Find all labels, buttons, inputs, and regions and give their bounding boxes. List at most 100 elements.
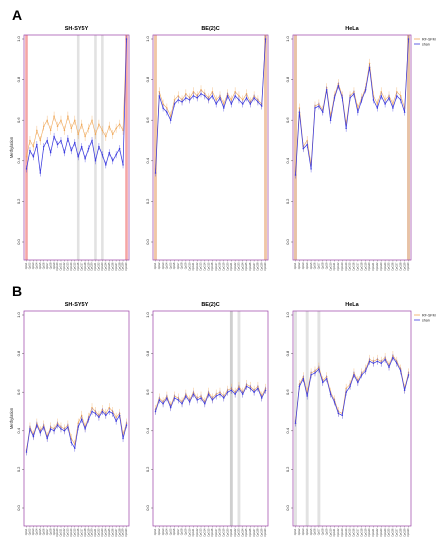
data-point bbox=[407, 374, 410, 376]
data-point bbox=[177, 99, 180, 101]
data-point bbox=[25, 168, 28, 170]
data-point bbox=[77, 422, 79, 424]
data-point bbox=[196, 399, 198, 401]
data-point bbox=[364, 89, 367, 91]
data-point bbox=[87, 418, 90, 420]
series-rf-sfm bbox=[154, 34, 267, 174]
x-tick-label: CpG8 bbox=[320, 262, 324, 269]
data-point bbox=[322, 381, 324, 384]
data-point bbox=[337, 412, 340, 415]
x-tick-label: CpG14 bbox=[344, 262, 348, 271]
data-point bbox=[177, 399, 180, 401]
data-point bbox=[200, 89, 202, 91]
data-point bbox=[192, 393, 195, 395]
data-point bbox=[245, 93, 248, 95]
data-point bbox=[94, 160, 97, 162]
x-tick-label: CpG5 bbox=[309, 528, 313, 535]
data-point bbox=[118, 123, 121, 126]
x-tick-label: CpG7 bbox=[45, 528, 49, 535]
data-point bbox=[162, 107, 164, 109]
data-point bbox=[204, 95, 206, 97]
panel-frame bbox=[23, 34, 130, 261]
series-shan bbox=[294, 353, 410, 427]
x-tick-label: CpG26 bbox=[110, 528, 114, 537]
data-point bbox=[388, 97, 390, 99]
panel-label-b: B bbox=[12, 283, 22, 299]
y-tick-label: 0.6 bbox=[145, 117, 150, 123]
x-tick-label: CpG26 bbox=[110, 262, 114, 271]
x-tick-label: CpG18 bbox=[83, 528, 87, 537]
x-tick-label: CpG26 bbox=[248, 262, 252, 271]
data-point bbox=[108, 125, 111, 128]
data-point bbox=[60, 139, 62, 142]
data-point bbox=[77, 133, 79, 136]
data-point bbox=[39, 431, 42, 434]
x-tick-label: CpG5 bbox=[309, 262, 313, 269]
data-point bbox=[39, 139, 42, 142]
highlight-column-3 bbox=[94, 35, 97, 260]
panel-frame bbox=[152, 34, 269, 261]
data-point bbox=[341, 97, 344, 99]
series-line bbox=[155, 38, 266, 173]
data-point bbox=[392, 356, 394, 359]
x-tick-label: CpG20 bbox=[367, 528, 371, 537]
x-tick-label: CpG15 bbox=[348, 528, 352, 537]
data-point bbox=[192, 95, 195, 97]
data-point bbox=[211, 95, 214, 97]
y-tick-label: 0.4 bbox=[16, 157, 21, 163]
x-tick-label: CpG13 bbox=[199, 262, 203, 271]
y-axis-label: Methylation bbox=[9, 136, 14, 158]
x-tick-label: CpG19 bbox=[221, 262, 225, 271]
x-tick-label: CpG23 bbox=[100, 528, 104, 537]
y-tick-label: 0.8 bbox=[145, 76, 150, 82]
data-point bbox=[98, 145, 100, 148]
data-point bbox=[122, 129, 124, 132]
data-point bbox=[384, 103, 386, 105]
data-point bbox=[87, 147, 90, 150]
data-point bbox=[36, 424, 38, 426]
data-point bbox=[158, 399, 161, 401]
y-tick-label: 0.4 bbox=[285, 157, 290, 163]
x-tick-label: CpG27 bbox=[114, 528, 118, 537]
y-tick-label: 0.8 bbox=[145, 350, 150, 356]
x-tick-label: CpG20 bbox=[90, 262, 94, 271]
x-tick-label: CpG27 bbox=[252, 262, 256, 271]
x-tick-label: CpG18 bbox=[359, 262, 363, 271]
x-tick-label: CpG11 bbox=[59, 262, 63, 271]
y-tick-label: 0.0 bbox=[16, 238, 21, 244]
x-tick-label: CpG30 bbox=[406, 528, 410, 537]
x-tick-label: CpG15 bbox=[348, 262, 352, 271]
data-point bbox=[46, 139, 48, 142]
highlight-column-1 bbox=[229, 311, 233, 526]
x-tick-label: CpG22 bbox=[375, 262, 379, 271]
data-point bbox=[238, 95, 240, 97]
data-point bbox=[188, 99, 191, 101]
x-tick-label: CpG20 bbox=[225, 528, 229, 537]
data-point bbox=[215, 103, 217, 105]
data-point bbox=[111, 133, 114, 136]
x-tick-label: CpG12 bbox=[62, 528, 66, 537]
panel-title: HeLa bbox=[345, 302, 359, 308]
x-tick-label: CpG14 bbox=[69, 528, 73, 537]
x-tick-label: CpG6 bbox=[41, 262, 45, 269]
x-tick-label: CpG24 bbox=[240, 528, 244, 537]
data-point bbox=[223, 107, 225, 109]
data-point bbox=[108, 151, 111, 154]
data-point bbox=[253, 391, 255, 393]
data-point bbox=[200, 93, 202, 95]
data-point bbox=[380, 362, 382, 364]
x-tick-label: CpG25 bbox=[387, 262, 391, 271]
x-tick-label: CpG28 bbox=[256, 528, 260, 537]
data-point bbox=[115, 416, 117, 419]
data-point bbox=[376, 103, 379, 105]
data-point bbox=[74, 447, 76, 449]
x-tick-label: CpG28 bbox=[256, 262, 260, 271]
data-point bbox=[353, 93, 355, 95]
data-point bbox=[322, 111, 324, 113]
data-point bbox=[87, 127, 90, 130]
x-tick-label: CpG10 bbox=[328, 262, 332, 271]
y-tick-label: 0.4 bbox=[16, 427, 21, 433]
data-point bbox=[238, 99, 240, 101]
y-tick-label: 0.4 bbox=[145, 427, 150, 433]
data-point bbox=[357, 107, 359, 109]
